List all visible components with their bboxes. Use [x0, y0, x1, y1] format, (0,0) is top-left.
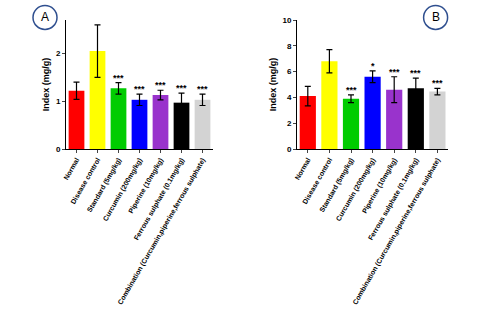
- svg-text:2: 2: [287, 119, 292, 128]
- svg-text:Standard (5mg/kg): Standard (5mg/kg): [318, 157, 356, 214]
- svg-text:B: B: [432, 10, 440, 24]
- svg-text:Index (mg/g): Index (mg/g): [41, 58, 51, 112]
- svg-text:2: 2: [56, 49, 61, 58]
- svg-text:4: 4: [287, 93, 292, 102]
- svg-text:Index (mg/g): Index (mg/g): [268, 58, 278, 112]
- svg-text:***: ***: [346, 85, 357, 95]
- svg-text:10: 10: [282, 16, 291, 25]
- svg-text:***: ***: [176, 83, 187, 93]
- svg-text:***: ***: [432, 78, 443, 88]
- svg-text:Disease control: Disease control: [69, 157, 101, 206]
- svg-text:Curcumin (200mg/kg): Curcumin (200mg/kg): [335, 157, 378, 223]
- svg-text:***: ***: [197, 84, 208, 94]
- svg-text:***: ***: [134, 84, 145, 94]
- svg-text:Piperine (10mg/kg): Piperine (10mg/kg): [127, 157, 165, 215]
- svg-text:Curcumin (200mg/kg): Curcumin (200mg/kg): [102, 157, 145, 223]
- svg-text:6: 6: [287, 67, 292, 76]
- svg-text:Ferrous sulphate (0.1mg/kg): Ferrous sulphate (0.1mg/kg): [132, 157, 186, 242]
- svg-text:Combination (Curcumin,piperine: Combination (Curcumin,piperine,ferrous s…: [116, 157, 207, 307]
- svg-text:1: 1: [56, 97, 61, 106]
- svg-text:***: ***: [113, 73, 124, 83]
- svg-text:***: ***: [155, 80, 166, 90]
- svg-text:A: A: [41, 10, 49, 24]
- svg-text:Normal: Normal: [62, 157, 80, 181]
- svg-text:***: ***: [389, 67, 400, 77]
- svg-text:Standard (5mg/kg): Standard (5mg/kg): [86, 157, 124, 214]
- svg-text:***: ***: [410, 68, 421, 78]
- svg-text:Disease control: Disease control: [301, 157, 333, 206]
- svg-text:Piperine (10mg/kg): Piperine (10mg/kg): [361, 157, 399, 215]
- svg-text:Combination (Curcumin,piperine: Combination (Curcumin,piperine,ferrous s…: [351, 157, 442, 307]
- svg-text:Ferrous sulphate (0.1mg/kg): Ferrous sulphate (0.1mg/kg): [367, 157, 421, 242]
- svg-text:0: 0: [287, 145, 292, 154]
- svg-text:Normal: Normal: [294, 157, 312, 181]
- svg-text:*: *: [371, 61, 375, 71]
- svg-text:8: 8: [287, 42, 292, 51]
- svg-text:0: 0: [56, 145, 61, 154]
